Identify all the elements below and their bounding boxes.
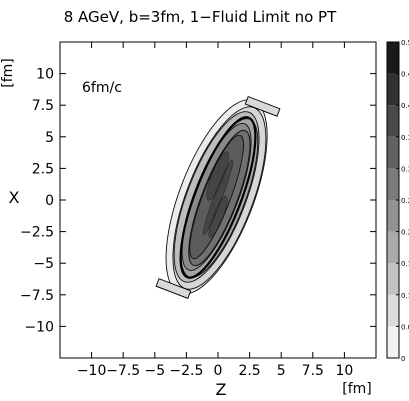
y-tick-label: 5: [45, 130, 54, 146]
x-tick-label: 10: [335, 363, 353, 379]
x-axis-label: Z: [216, 380, 227, 399]
y-tick-label: −10: [24, 319, 54, 335]
colorbar-segment: [387, 105, 399, 137]
y-axis-label: X: [9, 188, 20, 207]
y-tick-label: 2.5: [32, 161, 54, 177]
x-tick-label: 5: [277, 363, 286, 379]
x-tick-label: 7.5: [302, 363, 324, 379]
x-tick-label: 0: [214, 363, 223, 379]
colorbar-tick-label: 0.1: [401, 292, 409, 300]
y-tick-label: 0: [45, 193, 54, 209]
colorbar-segment: [387, 200, 399, 232]
colorbar-tick-label: 0.15: [401, 260, 409, 268]
colorbar-segment: [387, 73, 399, 106]
x-tick-label: 2.5: [238, 363, 260, 379]
y-tick-label: 10: [36, 67, 54, 83]
x-tick-label: −7.5: [106, 363, 140, 379]
colorbar-tick-label: 0.25: [401, 197, 409, 205]
colorbar-segment: [387, 136, 399, 169]
colorbar-tick-label: 0.2: [401, 229, 409, 237]
colorbar: 0 0.05 0.1 0.15 0.2 0.25 0.3 0.35 0.4 0.45 0.5: [386, 39, 409, 363]
y-tick-label: −7.5: [20, 288, 54, 304]
cap-bottom: [155, 278, 192, 299]
x-tick-label: −2.5: [169, 363, 203, 379]
density-core-2: [202, 159, 234, 236]
colorbar-segment: [387, 294, 399, 327]
colorbar-segment: [387, 42, 399, 74]
density-contours: [155, 95, 281, 299]
colorbar-segment: [387, 231, 399, 264]
colorbar-tick-label: 0.05: [401, 323, 409, 331]
x-axis-unit: [fm]: [342, 381, 372, 397]
y-tick-label: −2.5: [20, 225, 54, 241]
colorbar-tick-label: 0: [401, 355, 405, 363]
y-axis-unit: [fm]: [0, 58, 16, 88]
time-annotation: 6fm/c: [82, 80, 122, 96]
y-tick-label: −5: [33, 256, 54, 272]
cap-top: [244, 95, 281, 117]
colorbar-segment: [387, 326, 399, 358]
colorbar-tick-label: 0.5: [401, 39, 409, 47]
colorbar-segment: [387, 263, 399, 295]
chart-title: 8 AGeV, b=3fm, 1−Fluid Limit no PT: [64, 8, 337, 26]
colorbar-tick-label: 0.3: [401, 165, 409, 173]
colorbar-tick-label: 0.45: [401, 71, 409, 79]
plot-area: 6fm/c−10 −7.5 −5 −2.5 0 2.5 5 7.5 10107.552.50−2…: [20, 41, 377, 379]
colorbar-segment: [387, 168, 399, 200]
x-tick-label: −10: [77, 363, 107, 379]
dense-region-outline: [179, 116, 257, 279]
x-tick-label: −5: [144, 363, 165, 379]
colorbar-tick-label: 0.35: [401, 134, 409, 142]
y-tick-label: 7.5: [32, 98, 54, 114]
colorbar-tick-label: 0.4: [401, 102, 409, 110]
